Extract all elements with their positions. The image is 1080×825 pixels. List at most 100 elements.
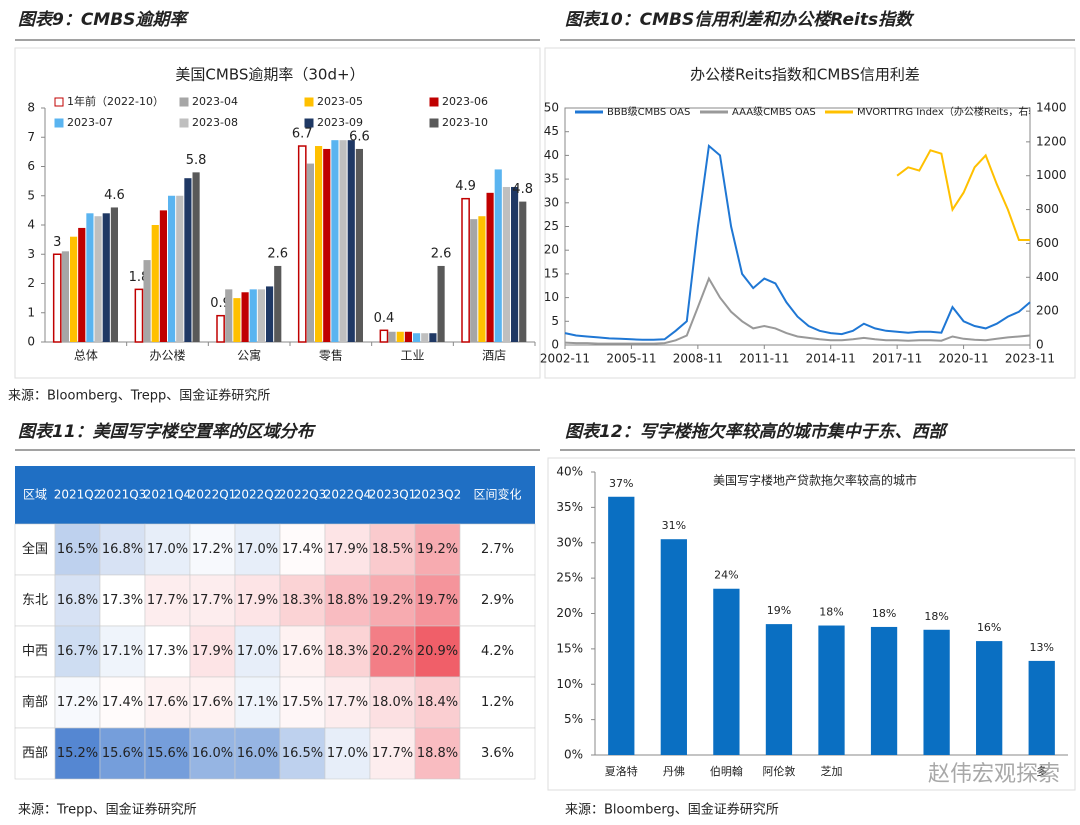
x-tick-label: 公寓 <box>237 348 261 363</box>
cell-bg <box>144 574 191 627</box>
chart-title: 办公楼Reits指数和CMBS信用利差 <box>690 66 920 84</box>
legend-swatch <box>429 97 439 107</box>
data-label: 0.4 <box>374 311 395 326</box>
cell-bg <box>54 676 101 729</box>
bar <box>331 140 339 342</box>
cell: 19.2% <box>417 542 458 557</box>
column-header: 2022Q3 <box>279 488 327 502</box>
bar <box>494 169 502 342</box>
bar <box>110 207 118 342</box>
bar <box>323 148 331 342</box>
bar <box>413 333 421 342</box>
y-tick-label: 7 <box>27 130 35 144</box>
cell-bg <box>234 727 281 780</box>
cell-bg <box>234 676 281 729</box>
cell: 17.0% <box>327 746 368 761</box>
y-tick-label: 30% <box>556 535 583 549</box>
y2-tick-label: 1200 <box>1036 134 1067 148</box>
cell: 20.9% <box>417 644 458 659</box>
bar <box>486 192 494 342</box>
cell-bg <box>144 523 191 576</box>
cell-bg <box>99 727 146 780</box>
cell: 16.0% <box>237 746 278 761</box>
data-label: 5.8 <box>186 153 207 168</box>
bar <box>511 186 519 342</box>
cell-bg <box>324 676 371 729</box>
y-tick-label: 45 <box>544 124 559 138</box>
cell-bg <box>99 523 146 576</box>
x-tick-label: 夏洛特 <box>605 764 638 778</box>
legend-label: 2023-04 <box>192 95 238 108</box>
x-tick-label: 2002-11 <box>540 352 590 366</box>
bar <box>297 145 307 343</box>
cell: 16.5% <box>57 542 98 557</box>
bar <box>274 265 282 342</box>
bar <box>976 641 1003 755</box>
bar <box>923 629 950 755</box>
bar <box>818 625 845 755</box>
x-tick-label: 办公楼 <box>149 348 185 363</box>
figure-heading: 图表9：CMBS逾期率 <box>18 10 189 30</box>
plot-frame <box>564 107 1031 346</box>
bar <box>315 146 323 342</box>
bar <box>151 225 159 342</box>
y2-tick-label: 800 <box>1036 202 1059 216</box>
cell: 3.6% <box>481 746 514 761</box>
data-label: 24% <box>714 569 738 582</box>
bar <box>396 331 404 342</box>
data-label: 19% <box>767 604 791 617</box>
bar <box>519 201 527 342</box>
bar <box>870 626 898 755</box>
bar <box>461 197 470 343</box>
cell-bg <box>369 574 416 627</box>
cell: 17.4% <box>102 695 143 710</box>
cell: 2.9% <box>481 593 514 608</box>
cell-bg <box>369 625 416 678</box>
y-tick-label: 2 <box>27 276 35 290</box>
cell-bg <box>234 523 281 576</box>
column-header: 区域 <box>23 488 47 502</box>
y-tick-label: 25% <box>556 571 583 585</box>
column-header: 2022Q4 <box>324 488 372 502</box>
cell-bg <box>99 676 146 729</box>
bar <box>94 216 102 342</box>
cell: 16.5% <box>282 746 323 761</box>
source: 来源：Trepp、国金证券研究所 <box>18 802 197 818</box>
cell-bg <box>189 625 236 678</box>
y-tick-label: 20% <box>556 606 583 620</box>
line <box>564 276 1031 345</box>
y2-tick-label: 400 <box>1036 270 1059 284</box>
bar <box>660 539 687 755</box>
bar <box>86 213 94 342</box>
cell: 18.5% <box>372 542 413 557</box>
cell: 17.6% <box>147 695 188 710</box>
cell: 17.0% <box>237 542 278 557</box>
cell-bg <box>459 625 536 678</box>
column-header: 2023Q2 <box>414 488 462 502</box>
x-tick-label: 零售 <box>319 348 343 363</box>
x-tick-label: 伯明翰 <box>710 764 743 778</box>
y-tick-label: 0 <box>551 338 559 352</box>
cell: 19.7% <box>417 593 458 608</box>
cell: 全国 <box>22 541 48 557</box>
x-tick-label: 酒店 <box>482 349 506 363</box>
bar <box>52 253 62 343</box>
table-header-bg <box>15 466 535 524</box>
watermark: 赵伟宏观探索 <box>928 762 1060 787</box>
y2-tick-label: 1400 <box>1036 101 1067 115</box>
y2-tick-label: 0 <box>1036 338 1044 352</box>
y-tick-label: 5 <box>27 188 35 202</box>
cell: 东北 <box>22 593 48 608</box>
cell-bg <box>54 727 101 780</box>
figure-heading: 图表11：美国写字楼空置率的区域分布 <box>18 422 317 442</box>
bar <box>1028 660 1055 755</box>
column-header: 2023Q1 <box>369 488 417 502</box>
bar <box>78 227 86 342</box>
cell: 17.9% <box>237 593 278 608</box>
figure-heading: 图表10：CMBS信用利差和办公楼Reits指数 <box>565 10 915 30</box>
cell: 17.1% <box>237 695 278 710</box>
cell-bg <box>369 676 416 729</box>
y-tick-label: 40% <box>556 465 583 479</box>
cell-bg <box>324 727 371 780</box>
cell-bg <box>459 523 536 576</box>
